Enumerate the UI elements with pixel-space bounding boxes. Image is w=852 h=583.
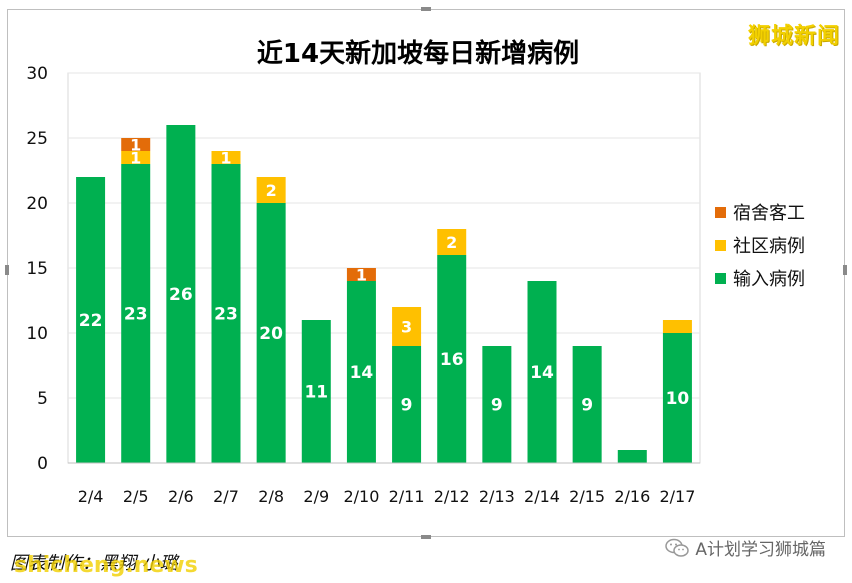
watermark-logo-bottom: shicheng.news xyxy=(14,553,198,578)
legend-label: 社区病例 xyxy=(733,236,805,257)
data-label: 1 xyxy=(130,148,141,167)
y-tick-label: 15 xyxy=(26,259,48,279)
data-label: 11 xyxy=(304,383,328,403)
data-label: 2 xyxy=(266,181,277,200)
bar-segment xyxy=(392,307,422,346)
data-label: 3 xyxy=(401,317,412,336)
bar-segment xyxy=(437,229,467,255)
x-tick-label: 2/14 xyxy=(524,487,560,506)
data-label: 22 xyxy=(79,311,103,331)
y-tick-label: 10 xyxy=(26,324,48,344)
bar-segment xyxy=(346,268,376,281)
bar-segment xyxy=(121,151,151,164)
resize-handle-right[interactable] xyxy=(843,265,847,275)
data-label: 1 xyxy=(356,265,367,284)
y-tick-label: 5 xyxy=(37,389,48,409)
bar-segment xyxy=(166,125,196,463)
x-tick-label: 2/5 xyxy=(123,487,149,506)
data-label: 20 xyxy=(259,324,283,344)
bar-segment xyxy=(482,346,512,463)
bar-segment xyxy=(121,138,151,151)
legend-swatch xyxy=(715,240,726,251)
bar-segment xyxy=(121,164,151,463)
data-label: 23 xyxy=(124,305,148,325)
y-tick-label: 0 xyxy=(37,454,48,474)
y-tick-label: 30 xyxy=(26,64,48,84)
bar-segment xyxy=(346,281,376,463)
data-label: 26 xyxy=(169,285,193,305)
data-label: 16 xyxy=(440,350,464,370)
data-label: 9 xyxy=(491,396,503,416)
data-label: 9 xyxy=(581,396,593,416)
axes: 0 5 10 15 20 25 30 2/4 2/5 2/6 2/7 2/8 2/9 2/10 2/11 2/… xyxy=(26,64,700,506)
resize-handle-bottom[interactable] xyxy=(421,535,431,539)
data-label: 1 xyxy=(220,148,231,167)
resize-handle-left[interactable] xyxy=(5,265,9,275)
chart-credit-caption: 图表制作：黑翔 小璐 xyxy=(10,553,178,574)
wechat-account-name: A计划学习狮城篇 xyxy=(695,540,826,560)
x-tick-label: 2/10 xyxy=(343,487,379,506)
data-label: 14 xyxy=(530,363,554,383)
x-tick-label: 2/15 xyxy=(569,487,605,506)
bar-segment xyxy=(256,177,286,203)
x-tick-label: 2/9 xyxy=(303,487,329,506)
gridlines xyxy=(67,72,701,464)
x-tick-label: 2/7 xyxy=(213,487,239,506)
data-label: 9 xyxy=(401,396,413,416)
watermark-logo-top: 狮城新闻 xyxy=(747,24,840,49)
bar-segment xyxy=(527,281,557,463)
x-tick-label: 2/13 xyxy=(479,487,515,506)
bar-segment xyxy=(662,333,692,463)
legend-swatch xyxy=(715,273,726,284)
bar-segment xyxy=(662,320,692,333)
wechat-icon xyxy=(665,538,690,557)
bar-segment xyxy=(301,320,331,463)
legend-swatch xyxy=(715,207,726,218)
x-tick-label: 2/4 xyxy=(78,487,104,506)
x-tick-label: 2/8 xyxy=(258,487,284,506)
bar-segment xyxy=(572,346,602,463)
bar-segment xyxy=(76,177,106,463)
x-tick-label: 2/12 xyxy=(434,487,470,506)
x-tick-label: 2/17 xyxy=(659,487,695,506)
x-tick-label: 2/16 xyxy=(614,487,650,506)
data-label: 23 xyxy=(214,305,238,325)
y-tick-label: 20 xyxy=(26,194,48,214)
legend-label: 输入病例 xyxy=(733,269,805,290)
data-label: 10 xyxy=(666,389,690,409)
x-tick-label: 2/6 xyxy=(168,487,194,506)
wechat-account-tag: A计划学习狮城篇 xyxy=(665,535,826,560)
y-tick-label: 25 xyxy=(26,129,48,149)
bar-segment xyxy=(211,151,241,164)
data-label: 2 xyxy=(446,233,457,252)
bar-segment xyxy=(392,346,422,463)
bar-segment xyxy=(211,164,241,463)
bar-segment xyxy=(256,203,286,463)
legend-label: 宿舍客工 xyxy=(733,203,805,224)
bar-segment xyxy=(617,450,647,463)
data-label: 14 xyxy=(350,363,374,383)
resize-handle-top[interactable] xyxy=(421,7,431,11)
data-label: 1 xyxy=(130,135,141,154)
x-tick-label: 2/11 xyxy=(389,487,425,506)
bar-segment xyxy=(437,255,467,463)
chart-title: 近14天新加坡每日新增病例 xyxy=(257,38,579,69)
